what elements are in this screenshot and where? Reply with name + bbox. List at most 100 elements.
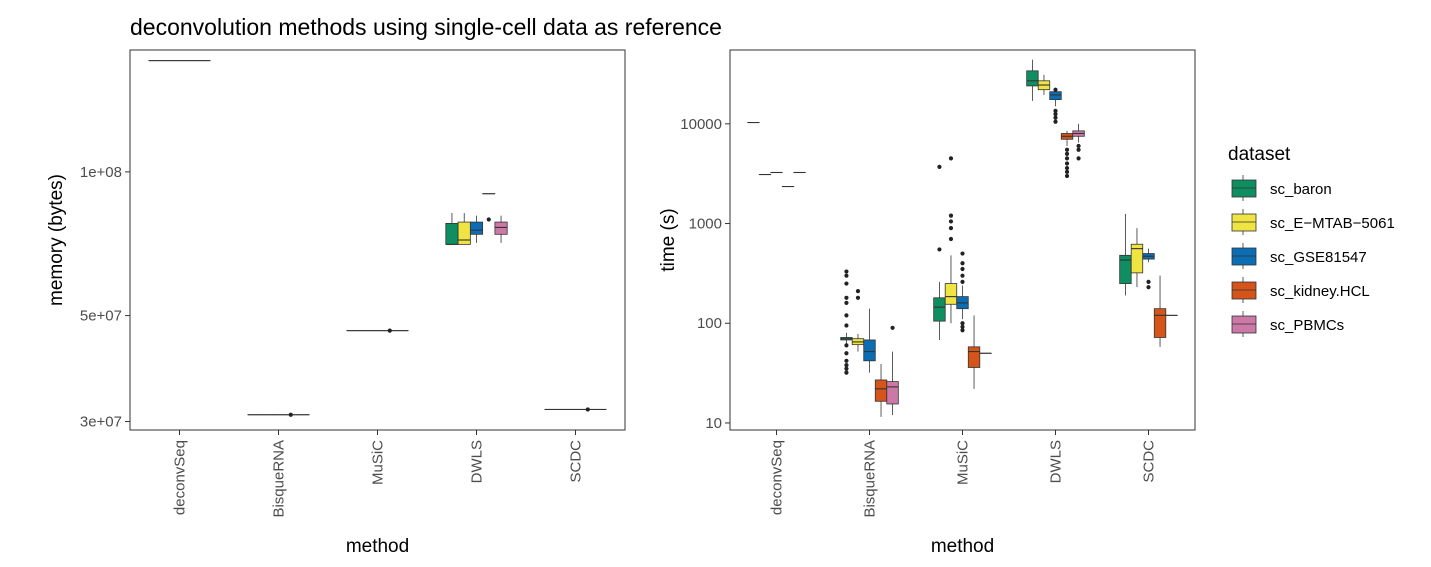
outlier-point [1076, 143, 1081, 149]
outlier-point [937, 164, 942, 169]
outlier-point [855, 295, 861, 300]
box-sc-e-mtab-5061-music [944, 156, 958, 324]
box-sc-gse81547-dwls [1049, 87, 1062, 124]
legend-swatch [1231, 315, 1257, 334]
legend: dataset sc_baron sc_E−MTAB−5061 sc_GSE8154… [1228, 144, 1395, 337]
outlier-point [1146, 285, 1151, 290]
outlier-point [1076, 147, 1081, 152]
outlier-point [1064, 165, 1070, 171]
x-tick-label-scdc: SCDC [1141, 440, 1158, 483]
box-body [874, 379, 888, 402]
outlier-point [844, 269, 849, 274]
legend-label: sc_GSE81547 [1270, 249, 1367, 266]
box-sc-kidney-hcl-dwls [482, 193, 496, 222]
y-axis-title: time (s) [658, 208, 679, 271]
box-sc-pbmcs-bisquerna [886, 325, 899, 416]
box-sc-gse81547-music [956, 251, 969, 333]
outlier-point [844, 313, 849, 318]
outlier-point [1064, 147, 1070, 152]
x-tick-label-scdc: SCDC [568, 440, 585, 483]
x-axis-title: method [931, 536, 994, 557]
legend-swatch [1231, 179, 1257, 198]
outlier-point [855, 289, 861, 294]
x-tick-label-deconvseq: deconvSeq [172, 440, 189, 515]
box-body [944, 283, 958, 305]
outlier-point [1053, 108, 1058, 113]
outlier-point [585, 407, 590, 412]
legend-label: sc_kidney.HCL [1270, 283, 1370, 300]
x-tick-label-bisquerna: BisqueRNA [862, 440, 879, 518]
outlier-point [1053, 119, 1058, 124]
box-sc-e-mtab-5061-dwls [1037, 74, 1051, 95]
box-sc-baron-bisquerna [840, 269, 853, 375]
outlier-point [960, 328, 965, 333]
y-tick-label: 1000 [689, 216, 722, 233]
outlier-point [960, 279, 965, 284]
box-body [1153, 308, 1167, 338]
outlier-point [1064, 169, 1070, 174]
box-body [445, 223, 459, 245]
legend-label: sc_E−MTAB−5061 [1270, 215, 1395, 232]
outlier-point [890, 325, 895, 330]
box-body [933, 297, 946, 322]
box-body [886, 381, 899, 405]
legend-key-sc-baron: sc_baron [1231, 175, 1332, 201]
outlier-point [960, 251, 965, 256]
outlier-point [948, 225, 954, 231]
outlier-point [844, 300, 849, 305]
y-tick-label: 5e+07 [80, 308, 122, 325]
outlier-point [948, 236, 954, 242]
outlier-point [960, 324, 965, 329]
legend-label: sc_PBMCs [1270, 317, 1344, 334]
x-tick-label-bisquerna: BisqueRNA [271, 440, 288, 518]
plot-frame [729, 49, 1196, 431]
outlier-point [1064, 161, 1070, 166]
y-tick-label: 10 [705, 415, 722, 432]
x-tick-label-music: MuSiC [370, 440, 387, 485]
box-sc-e-mtab-5061-bisquerna [851, 289, 865, 352]
outlier-point [387, 328, 392, 333]
outlier-point [948, 219, 954, 224]
legend-swatch [1231, 213, 1257, 232]
x-axis-title: method [346, 536, 409, 557]
chart-title: deconvolution methods using single-cell … [130, 14, 722, 40]
x-tick-label-music: MuSiC [955, 440, 972, 485]
legend-key-sc-e-mtab-5061: sc_E−MTAB−5061 [1231, 209, 1395, 235]
outlier-point [1076, 156, 1081, 161]
plot-frame [129, 49, 626, 431]
legend-swatch [1231, 281, 1257, 300]
box-sc-gse81547-scdc [1142, 248, 1155, 290]
outlier-point [844, 343, 849, 348]
legend-key-sc-gse81547: sc_GSE81547 [1231, 243, 1367, 269]
outlier-point [844, 273, 849, 278]
box-sc-kidney-hcl-dwls [1060, 130, 1074, 179]
outlier-point [486, 217, 491, 222]
box-sc-gse81547-dwls [469, 215, 484, 243]
outlier-point [844, 366, 849, 371]
box-sc-baron-music [933, 164, 946, 340]
outlier-point [948, 156, 954, 161]
box-body [469, 221, 484, 235]
outlier-point [937, 247, 942, 252]
y-tick-label: 3e+07 [80, 414, 122, 431]
y-tick-label: 10000 [680, 116, 722, 133]
legend-title: dataset [1228, 144, 1291, 165]
box-body [1026, 70, 1039, 87]
legend-key-sc-kidney-hcl: sc_kidney.HCL [1231, 277, 1370, 303]
outlier-point [844, 351, 849, 356]
box-sc-kidney-hcl-music [967, 315, 981, 389]
outlier-point [844, 281, 849, 286]
outlier-point [288, 412, 293, 417]
legend-key-sc-pbmcs: sc_PBMCs [1231, 311, 1344, 337]
outlier-point [1053, 87, 1058, 92]
box-body [863, 339, 876, 362]
x-tick-label-dwls: DWLS [469, 440, 486, 483]
time-panel: 10 100 1000 10000 deconvSeq BisqueRNA MuSiC DWL… [658, 49, 1196, 557]
y-tick-label: 100 [697, 315, 722, 332]
outlier-point [844, 370, 849, 375]
legend-swatch [1231, 247, 1257, 266]
x-tick-label-dwls: DWLS [1048, 440, 1065, 483]
outlier-point [1064, 156, 1070, 161]
outlier-point [844, 358, 849, 363]
